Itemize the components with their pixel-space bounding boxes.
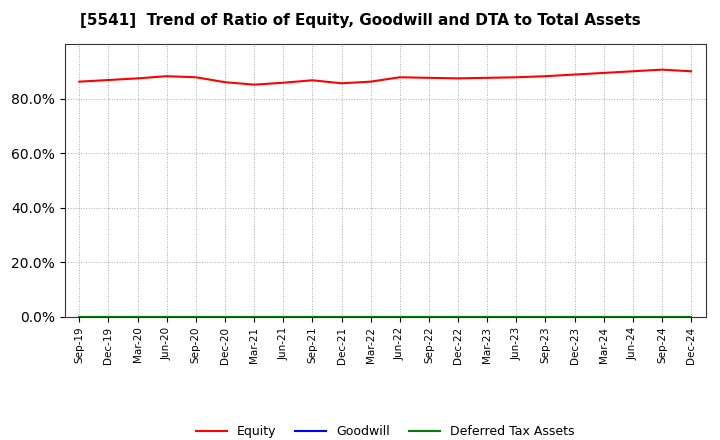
Deferred Tax Assets	[163, 314, 171, 319]
Goodwill	[308, 314, 317, 319]
Deferred Tax Assets	[512, 314, 521, 319]
Equity	[133, 76, 142, 81]
Goodwill	[629, 314, 637, 319]
Deferred Tax Assets	[454, 314, 462, 319]
Deferred Tax Assets	[483, 314, 492, 319]
Goodwill	[75, 314, 84, 319]
Goodwill	[599, 314, 608, 319]
Goodwill	[104, 314, 113, 319]
Deferred Tax Assets	[133, 314, 142, 319]
Deferred Tax Assets	[220, 314, 229, 319]
Deferred Tax Assets	[192, 314, 200, 319]
Goodwill	[133, 314, 142, 319]
Equity	[337, 81, 346, 86]
Equity	[629, 69, 637, 74]
Equity	[454, 76, 462, 81]
Goodwill	[192, 314, 200, 319]
Deferred Tax Assets	[629, 314, 637, 319]
Equity	[687, 69, 696, 74]
Goodwill	[250, 314, 258, 319]
Deferred Tax Assets	[250, 314, 258, 319]
Equity	[657, 67, 666, 72]
Goodwill	[687, 314, 696, 319]
Line: Equity: Equity	[79, 70, 691, 84]
Equity	[104, 77, 113, 83]
Equity	[570, 72, 579, 77]
Deferred Tax Assets	[541, 314, 550, 319]
Deferred Tax Assets	[395, 314, 404, 319]
Equity	[250, 82, 258, 87]
Deferred Tax Assets	[279, 314, 287, 319]
Deferred Tax Assets	[599, 314, 608, 319]
Equity	[599, 70, 608, 76]
Goodwill	[220, 314, 229, 319]
Deferred Tax Assets	[337, 314, 346, 319]
Deferred Tax Assets	[366, 314, 375, 319]
Goodwill	[163, 314, 171, 319]
Deferred Tax Assets	[308, 314, 317, 319]
Deferred Tax Assets	[657, 314, 666, 319]
Goodwill	[541, 314, 550, 319]
Deferred Tax Assets	[75, 314, 84, 319]
Legend: Equity, Goodwill, Deferred Tax Assets: Equity, Goodwill, Deferred Tax Assets	[191, 421, 580, 440]
Equity	[512, 75, 521, 80]
Goodwill	[657, 314, 666, 319]
Goodwill	[512, 314, 521, 319]
Equity	[425, 75, 433, 81]
Goodwill	[454, 314, 462, 319]
Deferred Tax Assets	[104, 314, 113, 319]
Equity	[220, 80, 229, 85]
Equity	[483, 75, 492, 81]
Equity	[366, 79, 375, 84]
Equity	[75, 79, 84, 84]
Deferred Tax Assets	[425, 314, 433, 319]
Equity	[192, 75, 200, 80]
Equity	[279, 80, 287, 85]
Equity	[541, 73, 550, 79]
Deferred Tax Assets	[570, 314, 579, 319]
Goodwill	[483, 314, 492, 319]
Goodwill	[425, 314, 433, 319]
Goodwill	[279, 314, 287, 319]
Equity	[163, 73, 171, 79]
Goodwill	[395, 314, 404, 319]
Deferred Tax Assets	[687, 314, 696, 319]
Equity	[308, 77, 317, 83]
Goodwill	[570, 314, 579, 319]
Goodwill	[337, 314, 346, 319]
Text: [5541]  Trend of Ratio of Equity, Goodwill and DTA to Total Assets: [5541] Trend of Ratio of Equity, Goodwil…	[80, 13, 640, 28]
Equity	[395, 75, 404, 80]
Goodwill	[366, 314, 375, 319]
